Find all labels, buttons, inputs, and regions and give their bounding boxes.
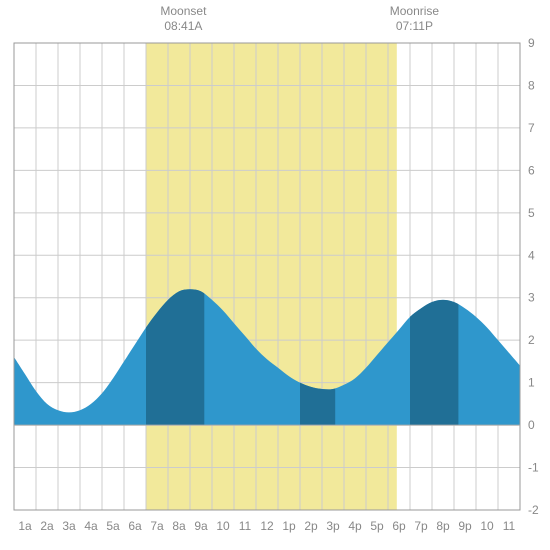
x-tick-label: 3p [326,519,340,533]
y-tick-label: 1 [528,376,535,390]
x-tick-label: 7a [150,519,164,533]
y-tick-label: -1 [528,461,539,475]
chart-svg: -2-101234567891a2a3a4a5a6a7a8a9a1011121p… [0,0,550,550]
x-tick-label: 8p [436,519,450,533]
y-tick-label: 5 [528,206,535,220]
x-tick-label: 10 [480,519,494,533]
x-tick-label: 5a [106,519,120,533]
x-tick-label: 12 [260,519,274,533]
daylight-band [146,43,397,510]
x-tick-label: 6a [128,519,142,533]
x-tick-label: 6p [392,519,406,533]
moon-event-title: Moonset [160,4,207,18]
x-tick-label: 11 [503,519,516,533]
tide-chart: -2-101234567891a2a3a4a5a6a7a8a9a1011121p… [0,0,550,550]
y-tick-label: 7 [528,121,535,135]
y-tick-label: 8 [528,78,535,92]
x-tick-label: 1p [282,519,296,533]
x-tick-label: 2p [304,519,318,533]
x-tick-label: 3a [62,519,76,533]
x-tick-label: 4a [84,519,98,533]
y-tick-label: 4 [528,248,535,262]
x-tick-label: 1a [18,519,32,533]
y-tick-label: 9 [528,36,535,50]
x-tick-label: 5p [370,519,384,533]
x-tick-label: 9a [194,519,208,533]
y-tick-label: 6 [528,163,535,177]
x-tick-label: 9p [458,519,472,533]
moon-event-title: Moonrise [390,4,440,18]
moon-event-time: 08:41A [164,19,202,33]
y-tick-label: 3 [528,291,535,305]
x-tick-label: 4p [348,519,362,533]
x-tick-label: 7p [414,519,428,533]
y-tick-label: 0 [528,418,535,432]
y-tick-label: 2 [528,333,535,347]
moon-event-time: 07:11P [396,19,433,33]
x-tick-label: 8a [172,519,186,533]
x-tick-label: 2a [40,519,54,533]
x-tick-label: 10 [216,519,230,533]
y-tick-label: -2 [528,503,539,517]
x-tick-label: 11 [239,519,252,533]
